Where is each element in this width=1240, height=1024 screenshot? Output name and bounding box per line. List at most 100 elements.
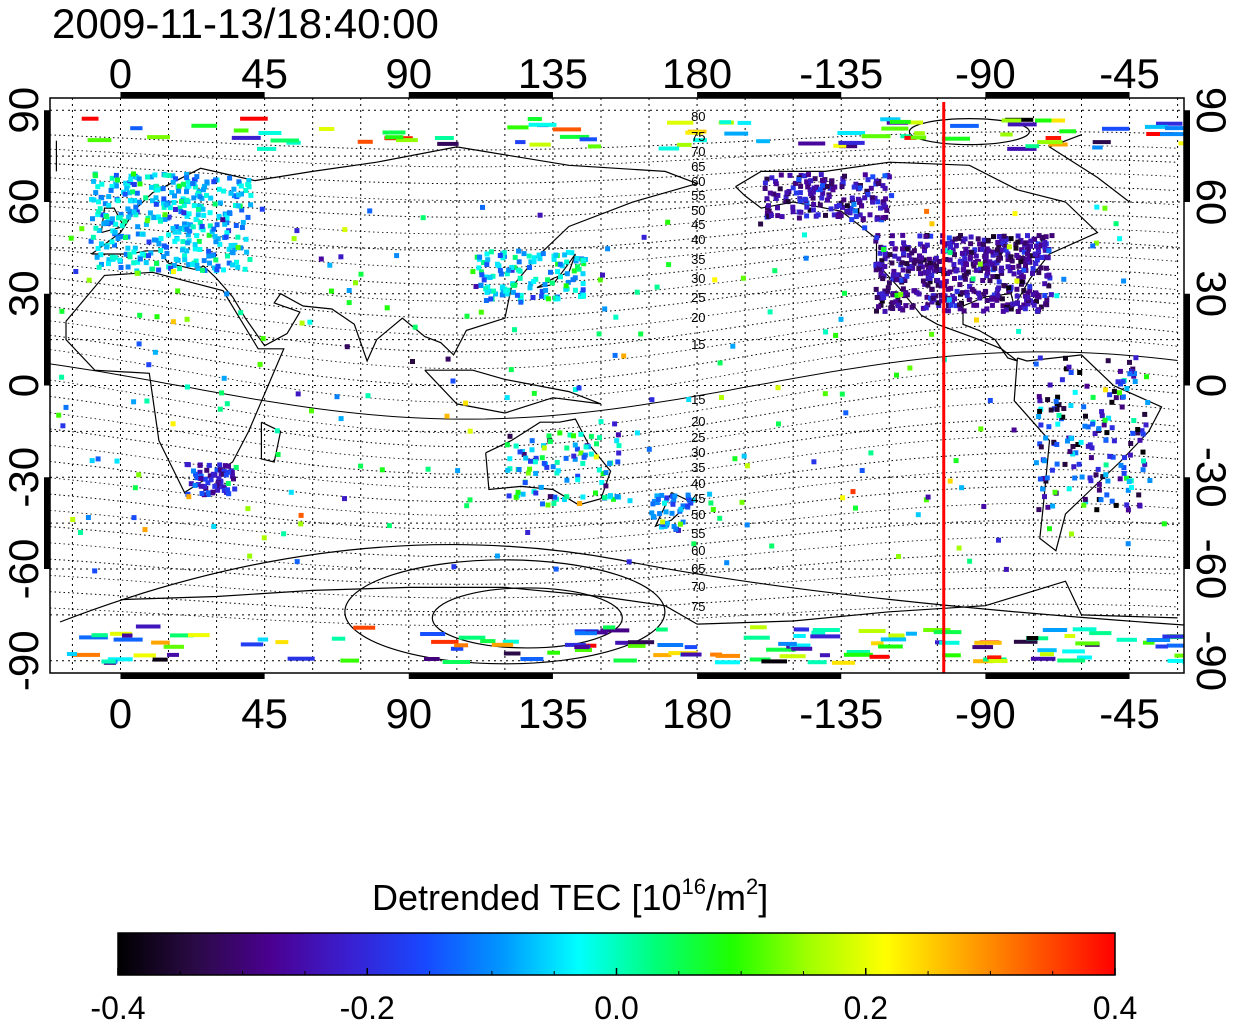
tec-pixel [1021, 249, 1027, 255]
magnetic-contour-line [50, 323, 1178, 386]
tec-pixel [829, 181, 835, 187]
tec-pixel [565, 279, 571, 285]
tec-pixel [523, 455, 529, 461]
tec-pixel [151, 215, 157, 221]
tec-pixel [1135, 430, 1141, 436]
tec-pixel [555, 468, 561, 474]
tec-pixel [916, 266, 922, 272]
tec-pixel [204, 192, 209, 198]
tec-pixel [152, 657, 168, 662]
tec-pixel [200, 187, 206, 193]
tec-pixel [1072, 627, 1097, 632]
tec-pixel [907, 264, 913, 270]
tec-pixel [226, 491, 232, 497]
tec-pixel [187, 222, 193, 228]
tec-pixel [118, 265, 124, 270]
tec-pixel [996, 234, 1002, 240]
tec-pixel [894, 292, 900, 298]
tec-pixel [184, 316, 190, 322]
tec-pixel [990, 262, 996, 268]
tec-pixel [1042, 244, 1048, 250]
tec-pixel [516, 467, 522, 472]
tec-pixel [131, 399, 137, 405]
tec-pixel [153, 195, 159, 201]
map-panel: 8075706560555045403530252015152025303540… [44, 92, 1190, 679]
tec-pixel [574, 631, 597, 636]
tec-pixel [525, 530, 531, 535]
tec-pixel [899, 260, 905, 266]
tec-pixel [219, 390, 225, 396]
tec-pixel [904, 261, 910, 267]
frame-bar [120, 673, 265, 679]
coastline-path [120, 580, 1178, 625]
tec-pixel [248, 202, 254, 208]
tec-pixel [562, 497, 567, 502]
tec-pixel [532, 459, 538, 465]
tec-pixel [900, 267, 906, 273]
tec-pixel [136, 341, 142, 347]
tec-pixel [1041, 458, 1047, 464]
tec-pixel [1046, 248, 1052, 254]
tec-pixel [229, 473, 235, 479]
tec-pixel [843, 410, 849, 416]
tec-pixel [195, 482, 201, 488]
tec-pixel [106, 202, 112, 208]
top-longitude-axis: 0 45 90 135 180 -135 -90 -45 [109, 50, 1160, 97]
tec-pixel [142, 527, 148, 533]
tec-pixel [1111, 388, 1117, 394]
tec-pixel [455, 468, 461, 474]
tec-pixel [164, 244, 169, 250]
tec-pixel [90, 234, 96, 240]
tec-pixel [132, 485, 138, 491]
tec-pixel [910, 135, 927, 140]
tec-pixel [218, 484, 223, 490]
tec-pixel [798, 141, 826, 146]
tec-pixel [880, 276, 886, 282]
tec-pixel [939, 280, 944, 286]
tec-pixel [94, 254, 100, 260]
tec-pixel [125, 183, 131, 189]
tec-pixel [518, 299, 524, 305]
tec-pixel [983, 265, 989, 271]
tec-pixel [957, 282, 963, 288]
contour-label: 30 [691, 271, 705, 286]
tec-pixel [857, 199, 863, 205]
tec-pixel [889, 300, 895, 306]
tec-pixel [898, 291, 904, 297]
tec-pixel [1005, 257, 1011, 262]
tec-pixel [1104, 492, 1110, 498]
tec-pixel [1044, 475, 1050, 481]
tec-pixel [1030, 270, 1035, 276]
tec-pixel [221, 468, 227, 474]
tec-pixel [1013, 639, 1038, 644]
tec-pixel [510, 283, 516, 288]
tec-pixel [933, 630, 962, 635]
tec-pixel [547, 439, 553, 444]
tec-pixel [1043, 234, 1049, 240]
tec-pixel [949, 239, 955, 245]
tec-pixel [971, 302, 977, 308]
tec-pixel [184, 189, 189, 195]
tec-pixel [552, 494, 558, 500]
tec-pixel [503, 288, 509, 294]
tec-pixel [616, 450, 622, 456]
contour-label: 60 [691, 543, 705, 558]
tec-pixel [1042, 494, 1047, 500]
tec-pixel [170, 269, 176, 274]
tec-pixel [730, 343, 736, 349]
tec-pixel [517, 275, 523, 281]
tec-pixel [494, 553, 500, 559]
tec-pixel [650, 514, 656, 519]
tec-pixel [1025, 301, 1031, 307]
tec-pixel [1115, 379, 1121, 385]
tec-pixel [143, 221, 149, 227]
tec-pixel [768, 213, 774, 218]
tec-pixel [484, 262, 490, 268]
tec-pixel [127, 180, 133, 186]
tec-pixel [215, 487, 221, 493]
tec-pixel [95, 212, 101, 218]
tec-pixel [615, 459, 621, 465]
tec-pixel [1054, 293, 1060, 299]
tec-pixel [186, 494, 192, 500]
tec-pixel [106, 194, 112, 200]
